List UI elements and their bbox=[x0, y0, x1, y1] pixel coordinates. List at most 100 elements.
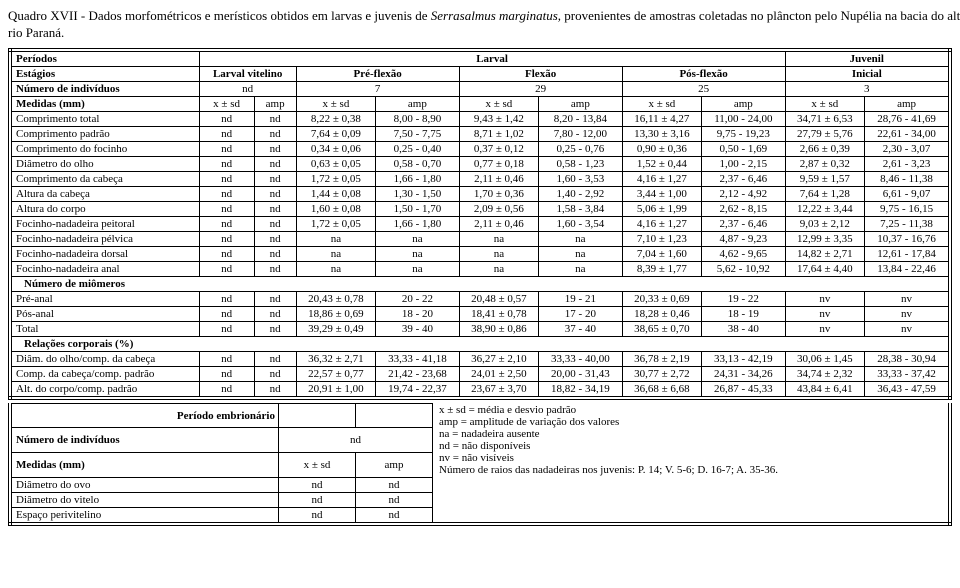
col-amp: amp bbox=[376, 96, 459, 111]
cell: 33,33 - 41,18 bbox=[376, 351, 459, 366]
cell: nd bbox=[199, 216, 254, 231]
cell: 9,03 ± 2,12 bbox=[785, 216, 865, 231]
table-row: Focinho-nadadeira pélvicandndnananana7,1… bbox=[10, 231, 950, 246]
cell: nd bbox=[199, 291, 254, 306]
header-medidas: Medidas (mm) bbox=[10, 96, 199, 111]
row-label: Diâmetro do vitelo bbox=[10, 492, 279, 507]
cell: nd bbox=[254, 201, 296, 216]
cell: 7,04 ± 1,60 bbox=[622, 246, 702, 261]
cell: nd bbox=[254, 246, 296, 261]
count-4: 25 bbox=[622, 81, 785, 96]
cell: na bbox=[296, 231, 376, 246]
cell: 33,33 - 37,42 bbox=[865, 366, 950, 381]
cell: 9,59 ± 1,57 bbox=[785, 171, 865, 186]
cell: 1,66 - 1,80 bbox=[376, 171, 459, 186]
cell: nd bbox=[254, 231, 296, 246]
cell: 1,00 - 2,15 bbox=[702, 156, 785, 171]
cell: 4,16 ± 1,27 bbox=[622, 171, 702, 186]
cell: 28,76 - 41,69 bbox=[865, 111, 950, 126]
table-row: Comprimento da cabeçandnd1,72 ± 0,051,66… bbox=[10, 171, 950, 186]
cell: 13,84 - 22,46 bbox=[865, 261, 950, 276]
count-1: nd bbox=[199, 81, 296, 96]
row-label: Pós-anal bbox=[10, 306, 199, 321]
cell: 20,91 ± 1,00 bbox=[296, 381, 376, 398]
table-row: Altura do corpondnd1,60 ± 0,081,50 - 1,7… bbox=[10, 201, 950, 216]
header-num-individuos: Número de indivíduos bbox=[10, 81, 199, 96]
cell: 33,13 - 42,19 bbox=[702, 351, 785, 366]
cell: nd bbox=[199, 111, 254, 126]
header-periodo-embrionario: Período embrionário bbox=[10, 403, 279, 428]
cell: nd bbox=[279, 507, 356, 524]
cell: 18,41 ± 0,78 bbox=[459, 306, 539, 321]
cell: nv bbox=[785, 321, 865, 336]
cell: 10,37 - 16,76 bbox=[865, 231, 950, 246]
table-row: Focinho-nadadeira dorsalndndnananana7,04… bbox=[10, 246, 950, 261]
row-label: Alt. do corpo/comp. padrão bbox=[10, 381, 199, 398]
count-2: 7 bbox=[296, 81, 459, 96]
cell: 5,62 - 10,92 bbox=[702, 261, 785, 276]
cell: 7,25 - 11,38 bbox=[865, 216, 950, 231]
cell: 36,68 ± 6,68 bbox=[622, 381, 702, 398]
cell: nd bbox=[254, 186, 296, 201]
cell: 7,64 ± 0,09 bbox=[296, 126, 376, 141]
cell: 36,43 - 47,59 bbox=[865, 381, 950, 398]
cell: 30,06 ± 1,45 bbox=[785, 351, 865, 366]
header-juvenil: Juvenil bbox=[785, 50, 950, 67]
cell: 2,09 ± 0,56 bbox=[459, 201, 539, 216]
cell: nd bbox=[254, 156, 296, 171]
row-label: Pré-anal bbox=[10, 291, 199, 306]
cell: 23,67 ± 3,70 bbox=[459, 381, 539, 398]
cell: 36,27 ± 2,10 bbox=[459, 351, 539, 366]
table-row: Comp. da cabeça/comp. padrãondnd22,57 ± … bbox=[10, 366, 950, 381]
cell: 1,60 - 3,53 bbox=[539, 171, 622, 186]
cell: 28,38 - 30,94 bbox=[865, 351, 950, 366]
cell: 3,44 ± 1,00 bbox=[622, 186, 702, 201]
table-row: Comprimento padrãondnd7,64 ± 0,097,50 - … bbox=[10, 126, 950, 141]
row-label: Total bbox=[10, 321, 199, 336]
row-label: Focinho-nadadeira peitoral bbox=[10, 216, 199, 231]
cell: 38,90 ± 0,86 bbox=[459, 321, 539, 336]
cell: nd bbox=[199, 231, 254, 246]
cell: 12,22 ± 3,44 bbox=[785, 201, 865, 216]
cell: 22,57 ± 0,77 bbox=[296, 366, 376, 381]
cell: na bbox=[539, 231, 622, 246]
header-estagios: Estágios bbox=[10, 66, 199, 81]
cell: na bbox=[539, 246, 622, 261]
cell: 1,50 - 1,70 bbox=[376, 201, 459, 216]
cell: 36,78 ± 2,19 bbox=[622, 351, 702, 366]
row-label: Focinho-nadadeira dorsal bbox=[10, 246, 199, 261]
cell: 39 - 40 bbox=[376, 321, 459, 336]
cell: 34,71 ± 6,53 bbox=[785, 111, 865, 126]
cell: 12,61 - 17,84 bbox=[865, 246, 950, 261]
cell: 7,80 - 12,00 bbox=[539, 126, 622, 141]
table-title: Quadro XVII - Dados morfométricos e merí… bbox=[8, 8, 960, 42]
cell: na bbox=[459, 246, 539, 261]
row-label: Comprimento do focinho bbox=[10, 141, 199, 156]
cell: 8,71 ± 1,02 bbox=[459, 126, 539, 141]
cell: nd bbox=[254, 261, 296, 276]
cell: nv bbox=[785, 306, 865, 321]
cell: 6,61 - 9,07 bbox=[865, 186, 950, 201]
cell: nd bbox=[199, 366, 254, 381]
cell: 24,01 ± 2,50 bbox=[459, 366, 539, 381]
cell: 0,58 - 0,70 bbox=[376, 156, 459, 171]
col-xsd: x ± sd bbox=[785, 96, 865, 111]
cell: nd bbox=[199, 351, 254, 366]
row-label: Focinho-nadadeira anal bbox=[10, 261, 199, 276]
cell: 17,64 ± 4,40 bbox=[785, 261, 865, 276]
row-label: Diâmetro do olho bbox=[10, 156, 199, 171]
cell: 2,11 ± 0,46 bbox=[459, 171, 539, 186]
cell: 20,00 - 31,43 bbox=[539, 366, 622, 381]
cell: nd bbox=[254, 126, 296, 141]
embryo-table: Período embrionário x ± sd = média e des… bbox=[8, 403, 952, 526]
cell: nd bbox=[254, 141, 296, 156]
cell: 18 - 19 bbox=[702, 306, 785, 321]
cell: nd bbox=[254, 111, 296, 126]
col-xsd: x ± sd bbox=[199, 96, 254, 111]
cell: 0,77 ± 0,18 bbox=[459, 156, 539, 171]
cell: 7,64 ± 1,28 bbox=[785, 186, 865, 201]
cell: 27,79 ± 5,76 bbox=[785, 126, 865, 141]
cell: 12,99 ± 3,35 bbox=[785, 231, 865, 246]
table-row: Diâm. do olho/comp. da cabeçandnd36,32 ±… bbox=[10, 351, 950, 366]
cell: nd bbox=[254, 351, 296, 366]
